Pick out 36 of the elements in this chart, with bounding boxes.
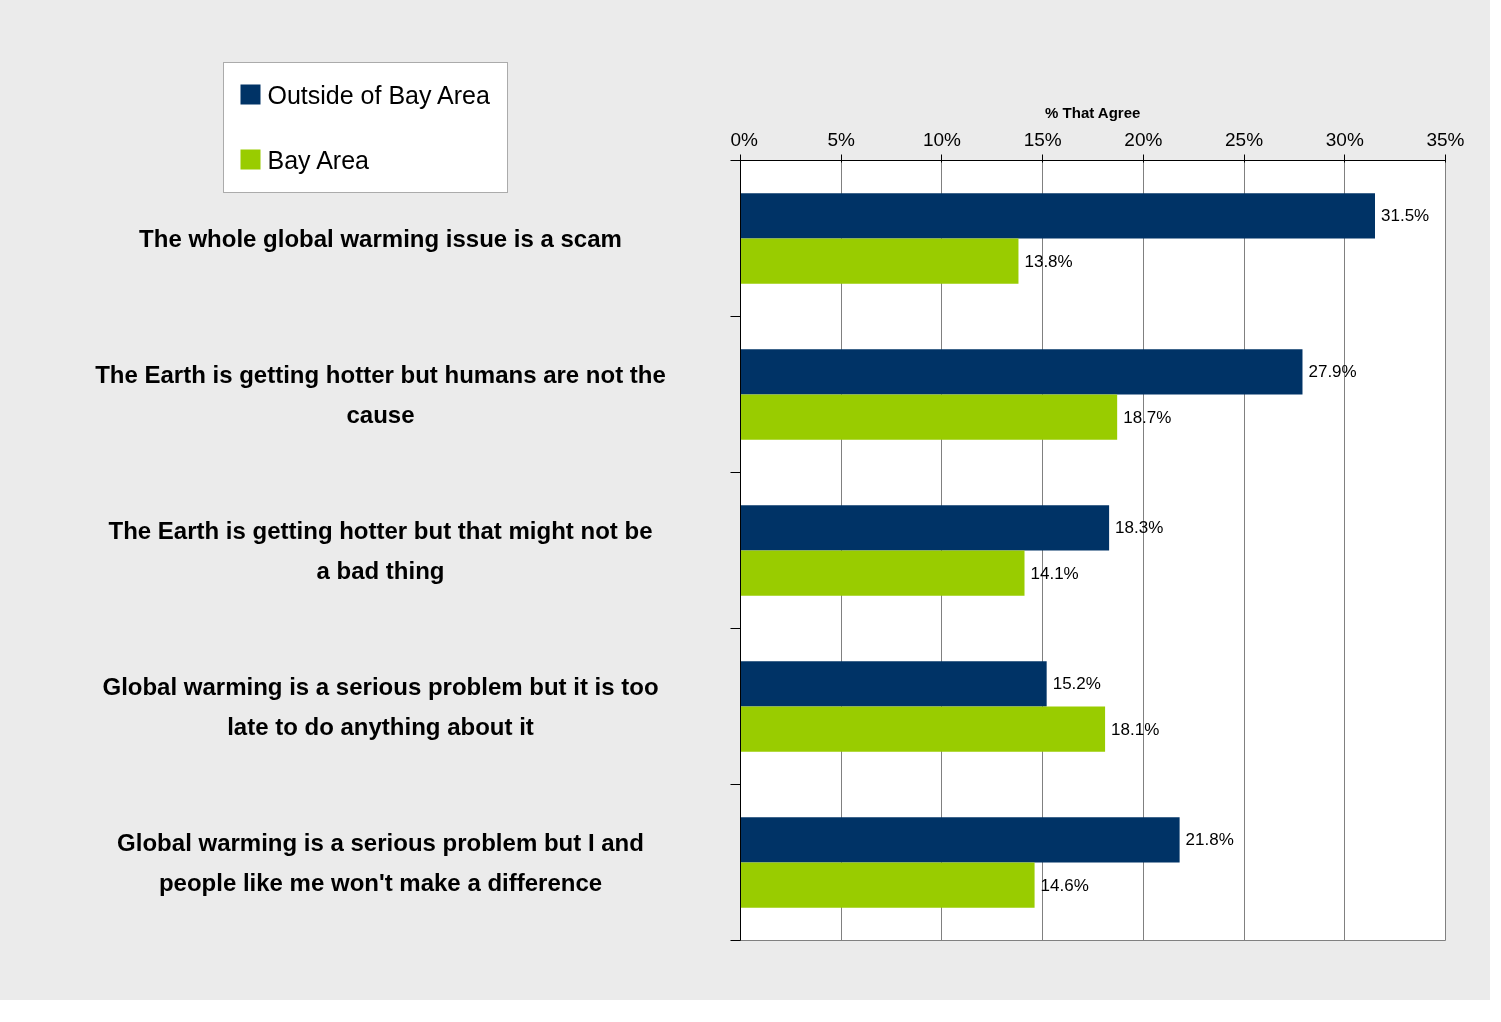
x-tick-label: 20% <box>1124 128 1163 150</box>
x-tick-label: 10% <box>922 128 962 150</box>
bar <box>740 238 1019 284</box>
x-tick-label: 30% <box>1325 128 1364 150</box>
data-label: 14.1% <box>1030 563 1079 583</box>
data-label: 31.5% <box>1381 206 1430 226</box>
data-label: 15.2% <box>1052 674 1101 694</box>
x-tick-label: 25% <box>1225 128 1264 150</box>
data-label: 14.6% <box>1040 875 1089 895</box>
data-label: 13.8% <box>1024 251 1073 271</box>
x-tick-label: 15% <box>1023 128 1062 150</box>
y-tick-label: Global warming is a serious problem but it is too late to do anything about it <box>102 672 659 741</box>
x-tick-label: 35% <box>1426 128 1465 150</box>
bar <box>740 394 1118 440</box>
data-label: 18.7% <box>1123 407 1172 427</box>
data-label: 18.1% <box>1111 719 1160 739</box>
y-tick-label: The Earth is getting hotter but that might not be a bad thing <box>108 516 653 585</box>
x-tick-label: 0% <box>730 128 759 150</box>
y-tick-label: The Earth is getting hotter but humans are not the cause <box>95 360 666 429</box>
data-label: 27.9% <box>1308 362 1357 382</box>
y-tick-label: The whole global warming issue is a scam <box>139 225 622 252</box>
legend-label: Outside of Bay Area <box>267 80 490 109</box>
bar <box>740 661 1047 707</box>
bar <box>740 706 1106 752</box>
bar <box>740 193 1375 239</box>
bar <box>740 349 1303 395</box>
x-tick-label: 5% <box>827 128 856 150</box>
bar <box>740 862 1035 908</box>
bar <box>740 505 1110 551</box>
bar <box>740 817 1180 863</box>
data-label: 21.8% <box>1185 830 1234 850</box>
data-label: 18.3% <box>1115 518 1164 538</box>
bar <box>740 550 1025 596</box>
y-tick-label: Global warming is a serious problem but I and people like me won't make a difference <box>117 828 644 897</box>
legend-label: Bay Area <box>267 145 370 174</box>
x-axis-title: % That Agree <box>1045 103 1141 121</box>
